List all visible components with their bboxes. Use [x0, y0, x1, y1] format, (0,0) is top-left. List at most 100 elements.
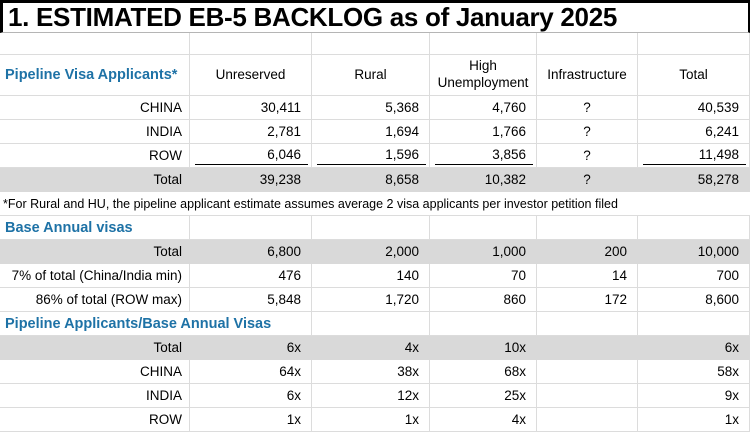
cell-value[interactable]: 4,760: [430, 96, 537, 119]
empty-cell[interactable]: [537, 33, 638, 54]
cell-value[interactable]: 6,046: [190, 144, 312, 167]
cell-value[interactable]: 25x: [430, 384, 537, 407]
row-label[interactable]: 7% of total (China/India min): [0, 264, 190, 287]
row-label[interactable]: 86% of total (ROW max): [0, 288, 190, 311]
row-label[interactable]: INDIA: [0, 120, 190, 143]
cell-value[interactable]: 2,781: [190, 120, 312, 143]
cell-value[interactable]: 6,800: [190, 240, 312, 263]
cell-value[interactable]: 6x: [190, 336, 312, 359]
footnote[interactable]: *For Rural and HU, the pipeline applican…: [3, 196, 618, 211]
sheet-title: 1. ESTIMATED EB-5 BACKLOG as of January …: [0, 0, 750, 33]
cell-value[interactable]: 3,856: [430, 144, 537, 167]
cell-value[interactable]: 11,498: [638, 144, 750, 167]
col-header-total[interactable]: Total: [638, 55, 750, 95]
cell-value[interactable]: 8,658: [312, 168, 430, 191]
col-header-infrastructure[interactable]: Infrastructure: [537, 55, 638, 95]
section-header-pipeline-visa-applicants[interactable]: Pipeline Visa Applicants*: [0, 55, 190, 95]
row-label[interactable]: CHINA: [0, 96, 190, 119]
cell-value[interactable]: 70: [430, 264, 537, 287]
row-label[interactable]: INDIA: [0, 384, 190, 407]
row-label[interactable]: Total: [0, 336, 190, 359]
cell-value[interactable]: 1,720: [312, 288, 430, 311]
cell-value[interactable]: 6,241: [638, 120, 750, 143]
row-label[interactable]: CHINA: [0, 360, 190, 383]
col-header-rural[interactable]: Rural: [312, 55, 430, 95]
cell-value[interactable]: 4x: [312, 336, 430, 359]
empty-cell[interactable]: [430, 216, 537, 239]
empty-cell[interactable]: [190, 33, 312, 54]
cell-value[interactable]: 1x: [638, 408, 750, 431]
section-header-base-annual-visas[interactable]: Base Annual visas: [0, 216, 190, 239]
table-row: ROW 1x 1x 4x 1x: [0, 408, 750, 432]
column-header-row: Pipeline Visa Applicants* Unreserved Rur…: [0, 55, 750, 96]
cell-value[interactable]: 200: [537, 240, 638, 263]
empty-cell[interactable]: [190, 216, 312, 239]
cell-value[interactable]: [537, 408, 638, 431]
cell-value[interactable]: 476: [190, 264, 312, 287]
cell-value[interactable]: 12x: [312, 384, 430, 407]
cell-value[interactable]: ?: [537, 120, 638, 143]
empty-cell[interactable]: [537, 312, 638, 335]
cell-value[interactable]: 1,766: [430, 120, 537, 143]
cell-value[interactable]: 10,000: [638, 240, 750, 263]
empty-cell[interactable]: [312, 216, 430, 239]
col-header-unreserved[interactable]: Unreserved: [190, 55, 312, 95]
section-row: Base Annual visas: [0, 216, 750, 240]
cell-value[interactable]: 1,694: [312, 120, 430, 143]
cell-value[interactable]: 860: [430, 288, 537, 311]
cell-value[interactable]: 9x: [638, 384, 750, 407]
cell-value[interactable]: 1,000: [430, 240, 537, 263]
cell-value[interactable]: [537, 384, 638, 407]
total-row: Total 6,800 2,000 1,000 200 10,000: [0, 240, 750, 264]
cell-value[interactable]: [537, 336, 638, 359]
cell-value[interactable]: 4x: [430, 408, 537, 431]
empty-cell[interactable]: [638, 312, 750, 335]
cell-value[interactable]: ?: [537, 168, 638, 191]
cell-value[interactable]: 39,238: [190, 168, 312, 191]
cell-value[interactable]: 2,000: [312, 240, 430, 263]
cell-value[interactable]: 1,596: [312, 144, 430, 167]
empty-cell[interactable]: [312, 312, 430, 335]
cell-value[interactable]: 172: [537, 288, 638, 311]
row-label[interactable]: Total: [0, 168, 190, 191]
cell-value[interactable]: 30,411: [190, 96, 312, 119]
cell-value[interactable]: 10x: [430, 336, 537, 359]
section-row: Pipeline Applicants/Base Annual Visas: [0, 312, 750, 336]
cell-value[interactable]: 6x: [190, 384, 312, 407]
cell-value[interactable]: 1x: [312, 408, 430, 431]
empty-cell[interactable]: [537, 216, 638, 239]
table-row: INDIA 2,781 1,694 1,766 ? 6,241: [0, 120, 750, 144]
cell-value[interactable]: 140: [312, 264, 430, 287]
cell-value[interactable]: 40,539: [638, 96, 750, 119]
cell-value[interactable]: 64x: [190, 360, 312, 383]
cell-value[interactable]: [537, 360, 638, 383]
cell-value[interactable]: 6x: [638, 336, 750, 359]
empty-cell[interactable]: [312, 33, 430, 54]
cell-value[interactable]: 58,278: [638, 168, 750, 191]
cell-value[interactable]: 5,848: [190, 288, 312, 311]
spacer-row: [0, 33, 750, 55]
col-header-high-unemployment[interactable]: High Unemployment: [430, 55, 537, 95]
row-label[interactable]: ROW: [0, 144, 190, 167]
empty-cell[interactable]: [638, 216, 750, 239]
cell-value[interactable]: 10,382: [430, 168, 537, 191]
section-header-pipeline-ratio[interactable]: Pipeline Applicants/Base Annual Visas: [0, 312, 312, 335]
cell-value[interactable]: ?: [537, 96, 638, 119]
cell-value[interactable]: 5,368: [312, 96, 430, 119]
empty-cell[interactable]: [430, 33, 537, 54]
empty-cell[interactable]: [0, 33, 190, 54]
empty-cell[interactable]: [638, 33, 750, 54]
cell-value[interactable]: ?: [537, 144, 638, 167]
cell-value[interactable]: 14: [537, 264, 638, 287]
cell-value[interactable]: 1x: [190, 408, 312, 431]
cell-value[interactable]: 68x: [430, 360, 537, 383]
row-label[interactable]: Total: [0, 240, 190, 263]
table-row: INDIA 6x 12x 25x 9x: [0, 384, 750, 408]
cell-value[interactable]: 700: [638, 264, 750, 287]
cell-value[interactable]: 8,600: [638, 288, 750, 311]
row-label[interactable]: ROW: [0, 408, 190, 431]
empty-cell[interactable]: [430, 312, 537, 335]
table-row: 86% of total (ROW max) 5,848 1,720 860 1…: [0, 288, 750, 312]
cell-value[interactable]: 58x: [638, 360, 750, 383]
cell-value[interactable]: 38x: [312, 360, 430, 383]
